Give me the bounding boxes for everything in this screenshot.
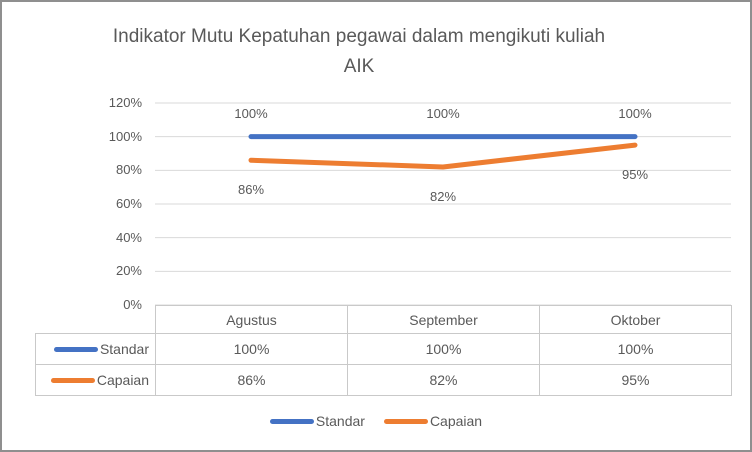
standar-line-key-icon: [53, 346, 98, 352]
capaian-line-key-icon: [50, 377, 95, 383]
legend-label-capaian: Capaian: [429, 413, 483, 429]
chart-title: Indikator Mutu Kepatuhan pegawai dalam m…: [112, 26, 606, 77]
data-label-standar-agustus: 100%: [234, 105, 268, 121]
standar-line-key-icon: [269, 418, 314, 424]
y-axis-tick-label: 60%: [115, 196, 142, 211]
series-line-capaian: [248, 142, 638, 170]
plot-area: 100% 100% 100% 86% 82% 95%: [155, 102, 731, 306]
table-cell-standar-oktober: 100%: [539, 333, 732, 365]
y-axis-tick-label: 100%: [108, 128, 142, 144]
legend-item-capaian: Capaian: [383, 413, 483, 429]
capaian-line-key-icon: [383, 418, 428, 424]
legend-item-standar: Standar: [269, 413, 365, 429]
data-label-capaian-agustus: 86%: [237, 182, 265, 198]
y-axis-tick-label: 120%: [108, 95, 142, 110]
chart-legend: Standar Capaian: [2, 413, 750, 429]
table-cell-standar-agustus: 100%: [155, 333, 348, 365]
table-column-header-agustus: Agustus: [155, 305, 348, 334]
data-label-capaian-september: 82%: [429, 188, 457, 204]
table-row-header-standar: Standar: [35, 333, 156, 365]
table-row-label: Capaian: [96, 372, 149, 388]
table-column-header-september: September: [347, 305, 540, 334]
data-label-capaian-oktober: 95%: [621, 167, 649, 183]
table-cell-capaian-agustus: 86%: [155, 364, 348, 396]
legend-label-standar: Standar: [315, 413, 365, 429]
y-axis-tick-label: 80%: [115, 162, 142, 178]
table-cell-standar-september: 100%: [347, 333, 540, 365]
table-row-label: Standar: [99, 341, 149, 357]
table-cell-capaian-oktober: 95%: [539, 364, 732, 396]
y-axis-tick-label: 20%: [115, 263, 142, 279]
data-label-standar-oktober: 100%: [618, 105, 652, 121]
table-row-header-capaian: Capaian: [35, 364, 156, 396]
table-cell-capaian-september: 82%: [347, 364, 540, 396]
y-axis-tick-label: 0%: [123, 297, 142, 312]
table-corner-cell: [36, 306, 156, 334]
y-axis-tick-label: 40%: [115, 229, 142, 245]
data-table: Agustus September Oktober Standar 100% 1…: [35, 305, 732, 396]
table-column-header-oktober: Oktober: [539, 305, 732, 334]
data-label-standar-september: 100%: [426, 105, 460, 121]
